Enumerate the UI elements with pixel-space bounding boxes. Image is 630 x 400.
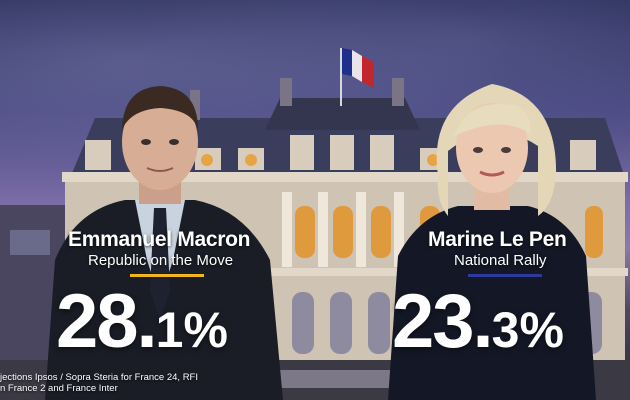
right-candidate-underline <box>468 274 542 277</box>
right-candidate-score: 23.3% <box>392 284 564 360</box>
left-score-whole: 28. <box>56 279 158 364</box>
source-caption: jections Ipsos / Sopra Steria for France… <box>0 372 198 394</box>
source-line-1: jections Ipsos / Sopra Steria for France… <box>0 372 199 383</box>
macron-portrait <box>45 86 283 400</box>
right-candidate-party: National Rally <box>454 252 547 269</box>
le-pen-portrait <box>388 84 596 400</box>
right-score-percent: % <box>519 302 564 358</box>
left-candidate-party: Republic on the Move <box>88 252 234 269</box>
french-flag-icon <box>342 48 374 88</box>
left-candidate-underline <box>130 274 204 277</box>
source-line-2: n France 2 and France Inter <box>0 383 118 394</box>
left-candidate-score: 28.1% <box>56 284 228 360</box>
right-score-whole: 23. <box>392 279 494 364</box>
left-candidate-name: Emmanuel Macron <box>68 228 251 251</box>
flagpole <box>340 48 342 106</box>
right-score-decimal: 3 <box>491 302 520 358</box>
right-candidate-name: Marine Le Pen <box>428 228 567 251</box>
left-score-decimal: 1 <box>155 302 184 358</box>
left-score-percent: % <box>183 302 228 358</box>
